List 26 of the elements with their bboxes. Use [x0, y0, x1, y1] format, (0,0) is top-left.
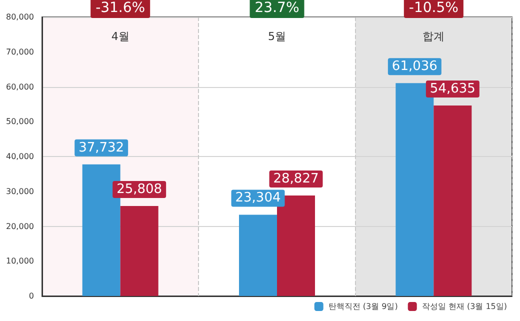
- data-label: 37,732: [78, 140, 124, 156]
- legend-label: 탄핵직전 (3월 9일): [328, 302, 398, 311]
- y-tick-label: 50,000: [6, 117, 34, 126]
- bar: [434, 105, 472, 296]
- data-label: 61,036: [392, 59, 438, 74]
- text: -31.6%: [96, 0, 146, 16]
- x-tick-label: 4월: [111, 30, 130, 43]
- text: -10.5%: [408, 0, 458, 16]
- y-tick-label: 10,000: [6, 256, 34, 266]
- x-tick-label: 5월: [268, 30, 286, 43]
- data-label: 28,827: [273, 171, 319, 186]
- legend-label: 작성일 현재 (3월 15일): [422, 302, 507, 311]
- text: 23.7%: [254, 0, 300, 16]
- bar: [120, 206, 158, 296]
- y-tick-label: 60,000: [6, 82, 34, 92]
- x-tick-label: 합계: [422, 30, 445, 43]
- y-tick-label: 0: [28, 292, 34, 300]
- y-tick-label: 80,000: [6, 12, 34, 22]
- y-tick-label: 30,000: [6, 186, 34, 196]
- data-label: 54,635: [430, 81, 476, 96]
- y-tick-label: 40,000: [6, 152, 34, 161]
- bar: [239, 214, 277, 296]
- data-label: 23,304: [235, 190, 281, 206]
- y-tick-label: 70,000: [6, 47, 34, 56]
- data-label: 25,808: [116, 182, 162, 197]
- y-tick-label: 20,000: [6, 222, 34, 231]
